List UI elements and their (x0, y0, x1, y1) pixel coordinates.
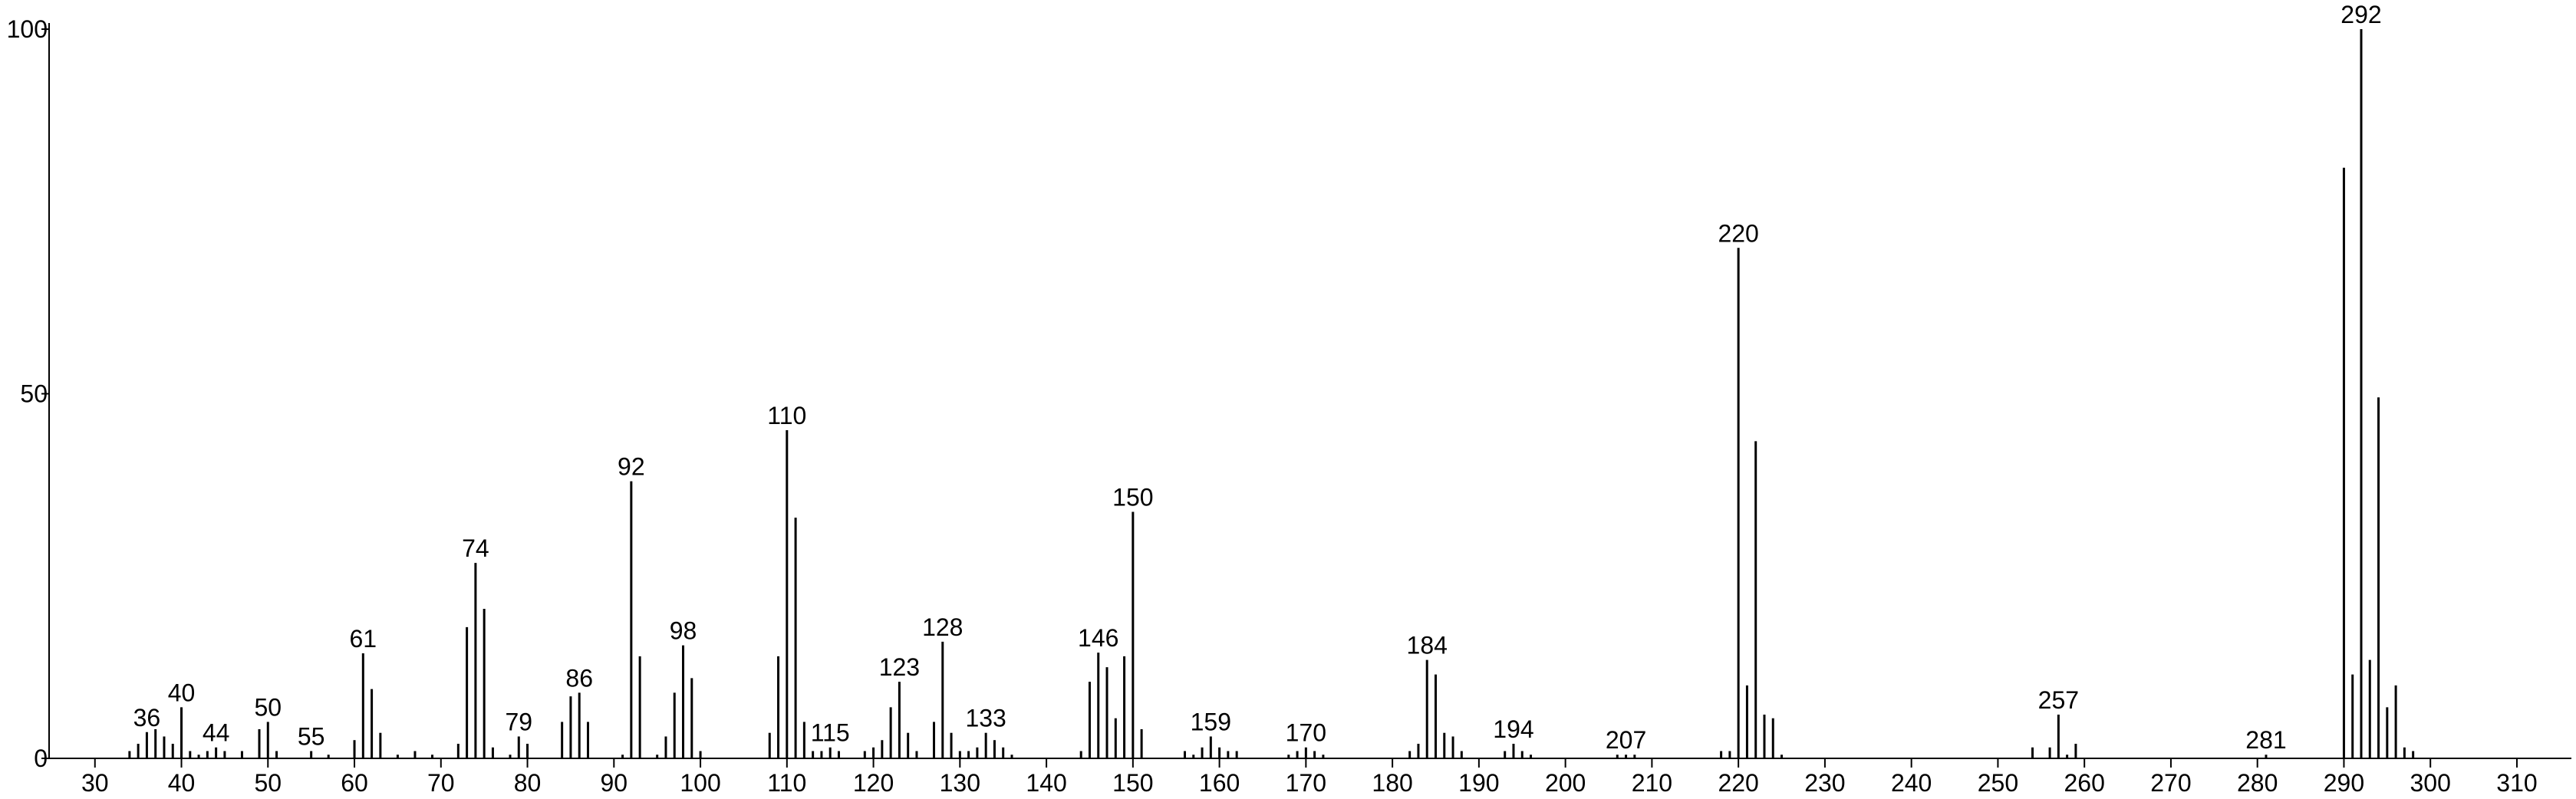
peak-label: 170 (1286, 719, 1326, 747)
x-tick-label: 50 (254, 769, 282, 797)
x-tick-label: 260 (2064, 769, 2104, 797)
peak-label: 86 (565, 664, 593, 692)
peak-label: 194 (1493, 715, 1533, 743)
x-tick-label: 140 (1026, 769, 1066, 797)
x-tick-label: 220 (1718, 769, 1758, 797)
peak-label: 281 (2245, 726, 2286, 754)
x-tick-label: 110 (767, 769, 806, 797)
x-tick-label: 190 (1458, 769, 1499, 797)
x-tick-label: 30 (81, 769, 109, 797)
x-tick-label: 180 (1372, 769, 1412, 797)
peak-label: 133 (965, 705, 1006, 732)
y-tick-label: 100 (7, 15, 48, 43)
peak-label: 184 (1407, 632, 1448, 659)
x-tick-label: 100 (680, 769, 720, 797)
peak-label: 98 (670, 617, 697, 645)
x-tick-label: 170 (1286, 769, 1326, 797)
peak-label: 128 (922, 613, 963, 641)
peak-label: 159 (1191, 708, 1231, 735)
x-tick-label: 80 (514, 769, 542, 797)
x-tick-label: 300 (2410, 769, 2451, 797)
peak-label: 150 (1112, 484, 1153, 511)
x-tick-label: 70 (427, 769, 455, 797)
peak-label: 79 (505, 708, 532, 735)
x-tick-label: 280 (2237, 769, 2278, 797)
x-tick-label: 240 (1891, 769, 1932, 797)
x-tick-label: 160 (1199, 769, 1240, 797)
peak-label: 115 (811, 719, 850, 747)
x-tick-label: 130 (940, 769, 980, 797)
x-tick-label: 230 (1804, 769, 1845, 797)
x-tick-label: 250 (1978, 769, 2018, 797)
x-tick-label: 120 (853, 769, 894, 797)
y-tick-label: 50 (20, 380, 48, 408)
x-tick-label: 90 (601, 769, 628, 797)
peak-label: 257 (2038, 686, 2079, 714)
x-tick-label: 40 (168, 769, 196, 797)
peak-label: 40 (168, 679, 196, 706)
y-tick-label: 0 (34, 745, 48, 772)
peak-label: 74 (462, 534, 489, 562)
peak-label: 92 (618, 453, 645, 481)
peak-label: 44 (203, 719, 230, 747)
peak-label: 110 (767, 402, 806, 429)
x-tick-label: 210 (1632, 769, 1672, 797)
peak-label: 36 (133, 704, 161, 732)
peak-label: 123 (879, 653, 920, 681)
peak-label: 61 (350, 625, 377, 653)
x-tick-label: 310 (2496, 769, 2537, 797)
peak-label: 292 (2340, 1, 2381, 28)
x-tick-label: 60 (341, 769, 368, 797)
x-tick-label: 270 (2150, 769, 2191, 797)
peak-label: 220 (1718, 219, 1758, 247)
x-tick-label: 290 (2324, 769, 2364, 797)
peak-label: 55 (298, 722, 325, 750)
x-tick-label: 150 (1112, 769, 1153, 797)
peak-label: 50 (254, 693, 282, 721)
peak-label: 146 (1078, 624, 1118, 652)
x-tick-label: 200 (1545, 769, 1586, 797)
peak-label: 207 (1606, 726, 1646, 754)
